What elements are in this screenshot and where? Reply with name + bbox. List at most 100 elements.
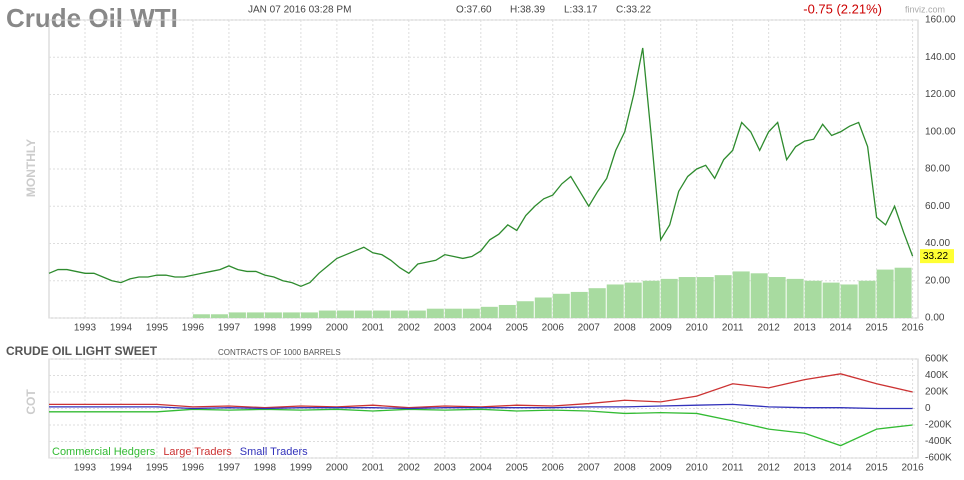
x-tick-label: 2009 — [650, 463, 673, 474]
x-tick-label: 1996 — [182, 323, 205, 334]
x-tick-label: 1995 — [146, 463, 169, 474]
cot-subtitle: CONTRACTS OF 1000 BARRELS — [218, 348, 341, 357]
panel-label: COT — [24, 389, 38, 415]
y-tick-label: 80.00 — [925, 164, 950, 175]
y-tick-label: -600K — [925, 453, 952, 464]
y-tick-label: 140.00 — [925, 52, 956, 63]
chart-title: Crude Oil WTI — [6, 3, 178, 33]
panel-label: MONTHLY — [24, 139, 38, 197]
volume-bar — [534, 297, 552, 318]
volume-bar — [696, 277, 714, 318]
x-tick-label: 2009 — [650, 323, 673, 334]
volume-bar — [210, 314, 228, 318]
x-tick-label: 2001 — [362, 323, 385, 334]
volume-bar — [300, 312, 318, 318]
x-tick-label: 1994 — [110, 323, 133, 334]
last-price-box — [920, 249, 954, 264]
volume-bar — [318, 310, 336, 318]
x-tick-label: 2006 — [542, 323, 565, 334]
volume-bar — [858, 280, 876, 318]
volume-bar — [282, 312, 300, 318]
volume-bar — [732, 271, 750, 318]
volume-bar — [354, 310, 372, 318]
x-tick-label: 1999 — [290, 463, 313, 474]
x-tick-label: 2016 — [901, 323, 924, 334]
date: JAN 07 2016 03:28 PM — [248, 5, 351, 16]
x-tick-label: 2012 — [758, 463, 781, 474]
x-tick-label: 2002 — [398, 463, 421, 474]
x-tick-label: 2014 — [830, 323, 853, 334]
legend-entry: Small Traders — [240, 446, 308, 458]
x-tick-label: 2010 — [686, 323, 709, 334]
volume-bar — [876, 269, 894, 318]
volume-bar — [372, 310, 390, 318]
x-tick-label: 2011 — [722, 463, 744, 474]
x-tick-label: 2003 — [434, 323, 457, 334]
series-line — [49, 408, 913, 447]
x-tick-label: 2000 — [326, 323, 349, 334]
x-tick-label: 2010 — [686, 463, 709, 474]
volume-bar — [750, 273, 768, 318]
x-tick-label: 2015 — [865, 323, 888, 334]
source: finviz.com — [905, 4, 945, 14]
x-tick-label: 1997 — [218, 463, 241, 474]
volume-bar — [624, 282, 642, 318]
y-tick-label: 60.00 — [925, 201, 950, 212]
volume-bar — [822, 282, 840, 318]
x-tick-label: 2004 — [470, 323, 493, 334]
volume-bar — [498, 304, 516, 318]
volume-bar — [228, 312, 246, 318]
volume-bar — [606, 284, 624, 318]
series-line — [49, 373, 913, 409]
volume-bar — [588, 288, 606, 318]
volume-bar — [642, 280, 660, 318]
x-tick-label: 1998 — [254, 323, 277, 334]
x-tick-label: 2004 — [470, 463, 493, 474]
volume-bar — [786, 278, 804, 318]
y-tick-label: -400K — [925, 436, 952, 447]
x-tick-label: 2015 — [865, 463, 888, 474]
x-tick-label: 2013 — [794, 323, 817, 334]
x-tick-label: 2007 — [578, 323, 601, 334]
x-tick-label: 2011 — [722, 323, 744, 334]
x-tick-label: 2002 — [398, 323, 421, 334]
x-tick-label: 2008 — [614, 463, 637, 474]
x-tick-label: 2008 — [614, 323, 637, 334]
volume-bar — [570, 291, 588, 318]
volume-bar — [390, 310, 408, 318]
y-tick-label: 400K — [925, 370, 949, 381]
x-tick-label: 1993 — [74, 323, 97, 334]
volume-bar — [516, 301, 534, 318]
x-tick-label: 2012 — [758, 323, 781, 334]
x-tick-label: 2014 — [830, 463, 853, 474]
volume-bar — [408, 310, 426, 318]
x-tick-label: 2016 — [901, 463, 924, 474]
x-tick-label: 1995 — [146, 323, 169, 334]
y-tick-label: 0.00 — [925, 313, 945, 324]
volume-bar — [660, 278, 678, 318]
x-tick-label: 2013 — [794, 463, 817, 474]
x-tick-label: 1997 — [218, 323, 241, 334]
volume-bar — [768, 277, 786, 318]
y-tick-label: 200K — [925, 387, 949, 398]
change: -0.75 (2.21%) — [803, 1, 882, 16]
volume-bar — [444, 308, 462, 318]
volume-bar — [480, 306, 498, 318]
volume-bar — [264, 312, 282, 318]
x-tick-label: 2003 — [434, 463, 457, 474]
y-tick-label: 20.00 — [925, 275, 950, 286]
series-line — [48, 47, 914, 288]
volume-bar — [462, 308, 480, 318]
x-tick-label: 2001 — [362, 463, 385, 474]
close: C:33.22 — [616, 5, 651, 16]
last-price: 33.22 — [923, 251, 948, 262]
volume-bar — [804, 280, 822, 318]
y-tick-label: 600K — [925, 354, 949, 365]
high: H:38.39 — [510, 5, 545, 16]
y-tick-label: -200K — [925, 420, 952, 431]
series-line — [49, 403, 913, 410]
y-tick-label: 160.00 — [925, 15, 956, 26]
legend-entry: Commercial Hedgers — [52, 446, 156, 458]
plot-frame — [48, 19, 919, 319]
